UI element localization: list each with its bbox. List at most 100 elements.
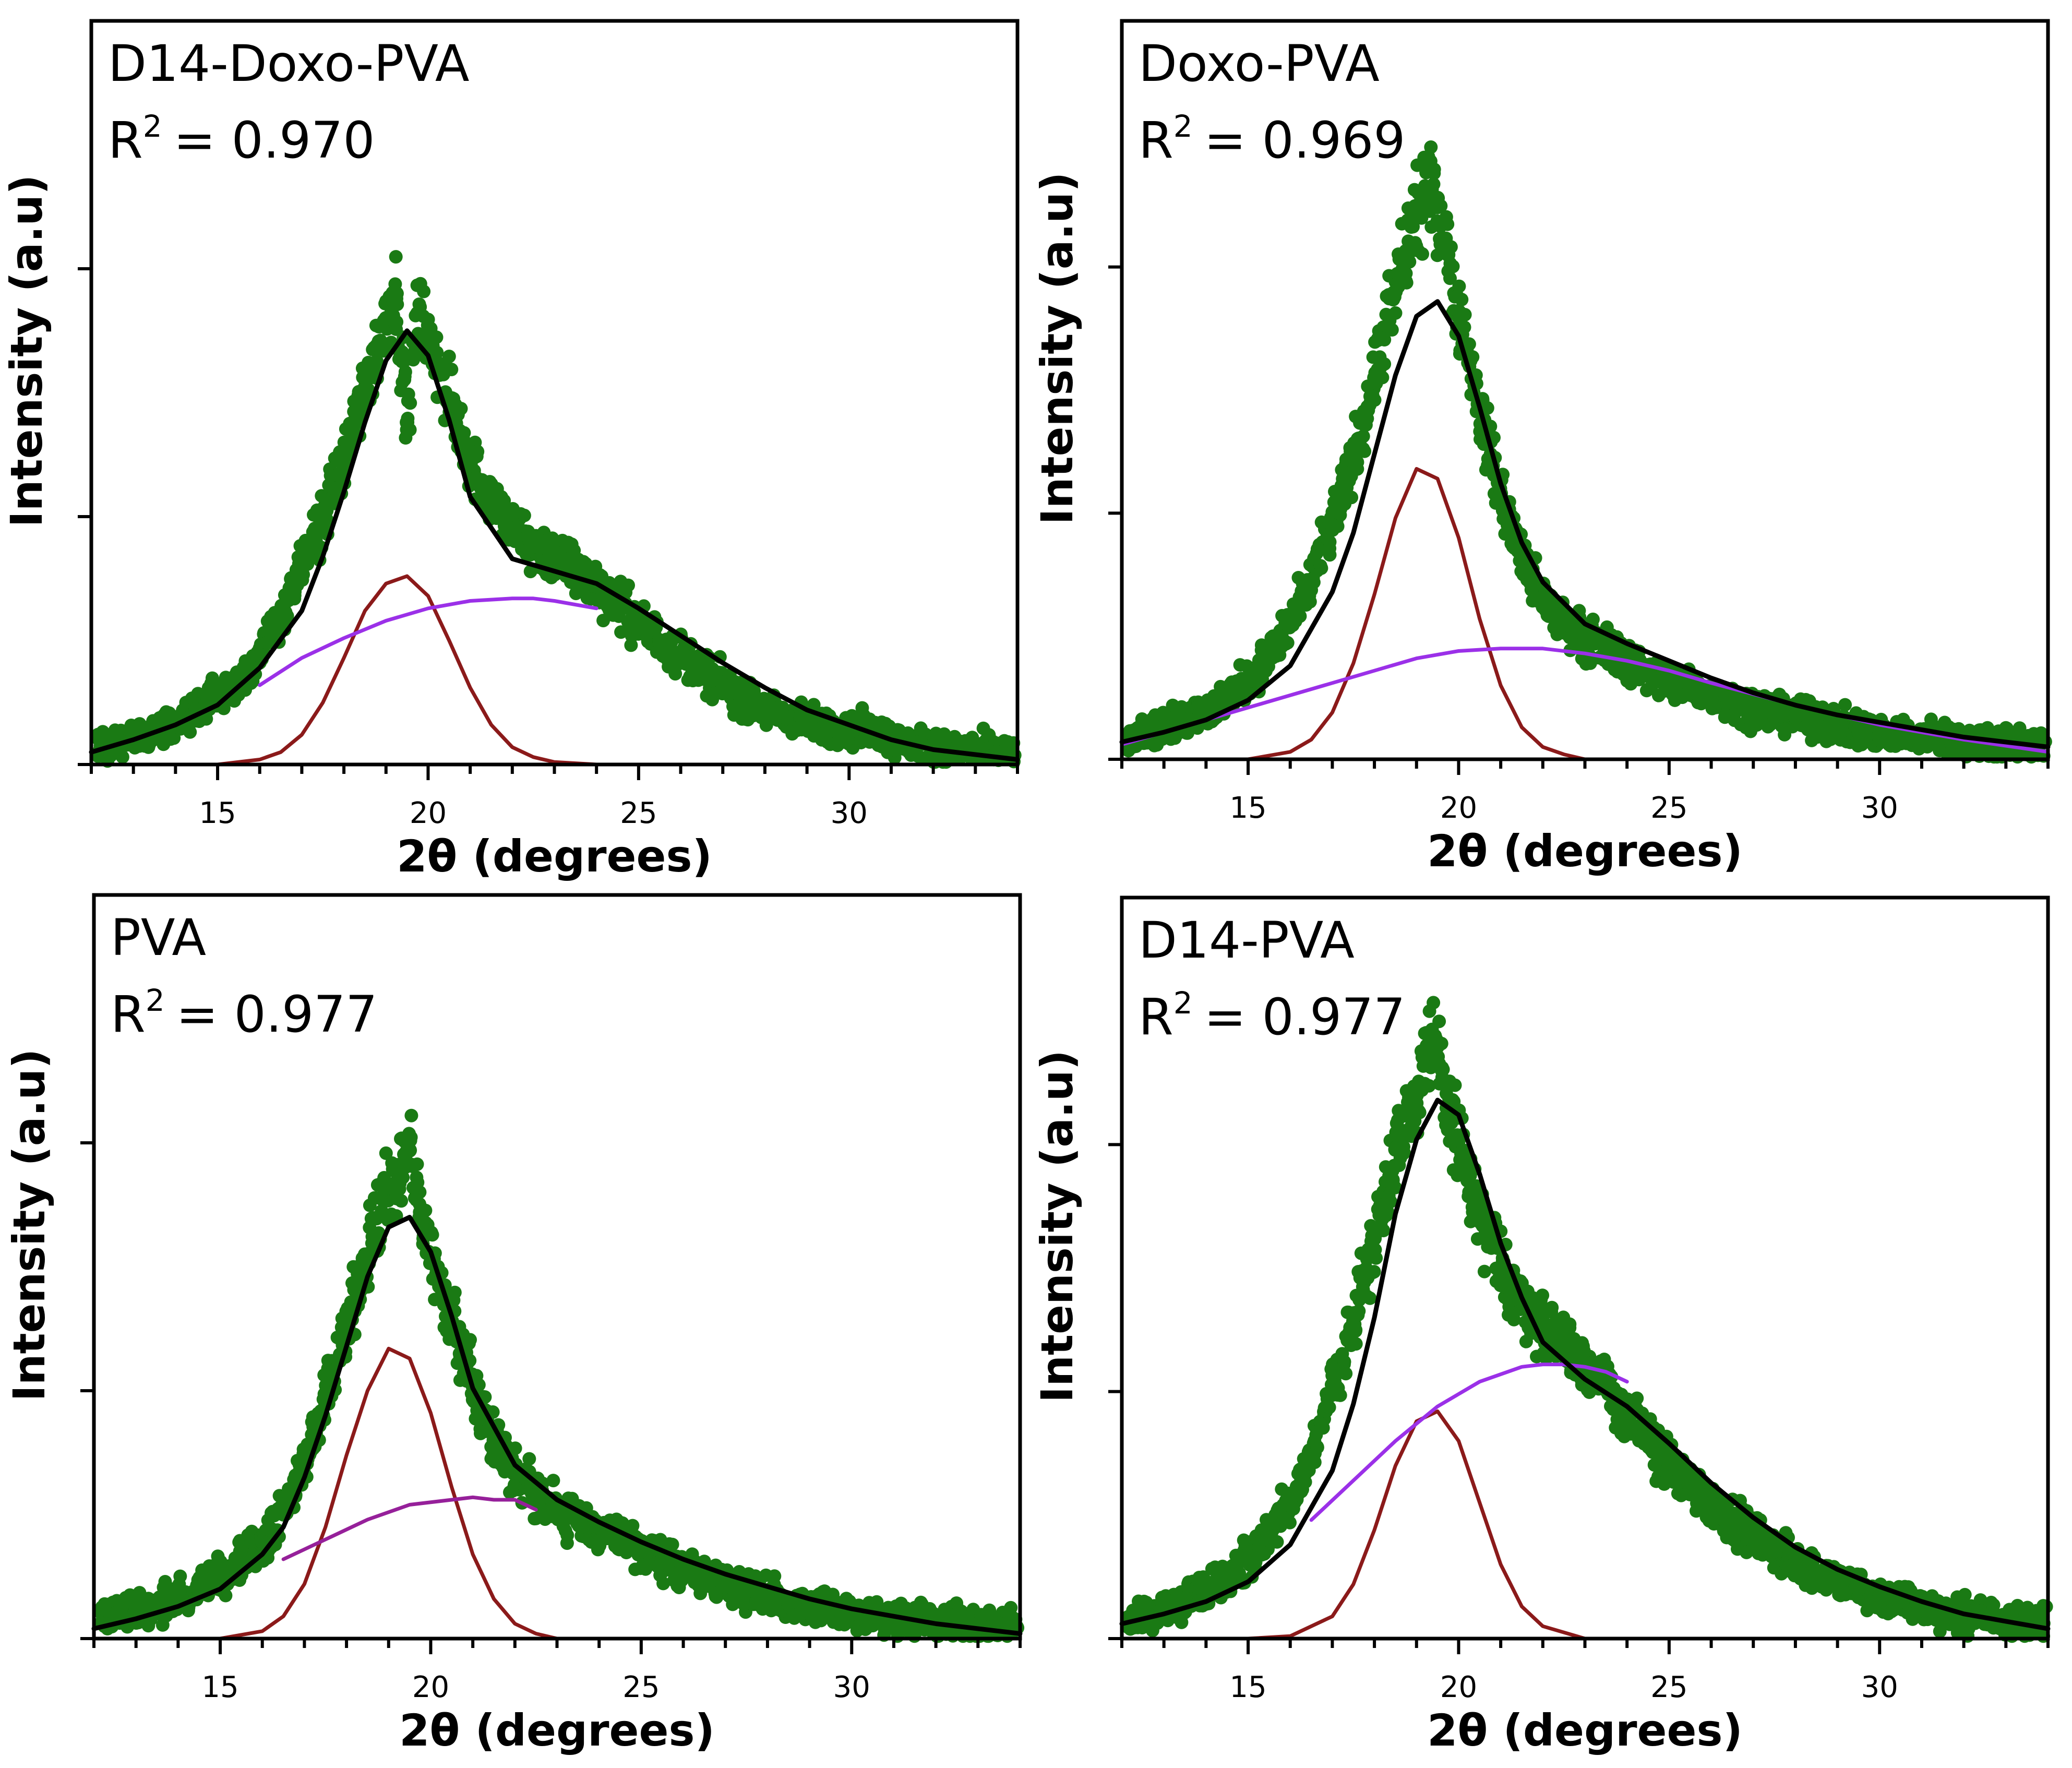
data-point [1466, 350, 1480, 364]
x-tick-label: 25 [1650, 791, 1687, 825]
panel-title: Doxo-PVA [1139, 34, 1380, 93]
data-point [389, 286, 404, 301]
data-points [91, 250, 1022, 769]
data-point [736, 692, 751, 708]
data-point [191, 1582, 207, 1596]
amorphous-halo-curve [281, 1495, 538, 1561]
data-point [1293, 609, 1307, 623]
data-point [389, 250, 403, 264]
x-tick-label: 15 [199, 796, 236, 830]
data-point [442, 350, 456, 363]
data-point [445, 363, 459, 376]
data-point [484, 494, 499, 509]
data-point [626, 1519, 640, 1533]
data-point [1661, 675, 1676, 690]
data-point [652, 633, 667, 648]
data-point [1388, 306, 1403, 320]
data-point [1535, 594, 1550, 610]
data-point [107, 1606, 123, 1621]
data-point [676, 1562, 691, 1576]
data-point [1219, 688, 1235, 703]
r2-value: = 0.970 [174, 111, 375, 170]
data-point [1427, 996, 1441, 1010]
data-point [378, 311, 393, 326]
data-point [1388, 1180, 1402, 1194]
data-point [398, 365, 412, 379]
data-point [1280, 636, 1295, 650]
data-point [718, 1579, 733, 1594]
data-point [1303, 595, 1317, 608]
data-point [1446, 259, 1460, 273]
r2-exponent: 2 [146, 983, 165, 1018]
data-point [463, 452, 478, 467]
data-point [421, 331, 436, 345]
panel-doxo-pva: 15 20 25 30 Doxo-PVA R2 = 0.969 2θ (degrees)… [1032, 19, 2052, 877]
panel-d14-doxo-pva: 15 20 25 30 D14-Doxo-PVA R2 = 0.970 2θ (degr… [1, 19, 1022, 882]
data-point [400, 415, 415, 430]
panel-title: D14-Doxo-PVA [108, 34, 470, 93]
data-point [656, 1576, 670, 1591]
data-point [1452, 279, 1466, 293]
data-point [430, 345, 444, 360]
data-point [779, 710, 794, 725]
data-point [547, 549, 562, 564]
tick-layer: 15 20 25 30 [1108, 265, 2050, 825]
data-point [546, 1474, 560, 1488]
r2-exponent: 2 [143, 109, 162, 144]
data-point [413, 1205, 428, 1220]
data-point [991, 1616, 1007, 1631]
data-point [1283, 1515, 1297, 1530]
data-point [1441, 247, 1456, 262]
data-point [1325, 518, 1340, 533]
y-axis-title: Intensity (a.u) [1032, 172, 1083, 524]
x-tick-label: 30 [831, 796, 868, 830]
data-point [1378, 333, 1392, 347]
data-point [522, 1452, 536, 1466]
data-point [526, 539, 541, 554]
data-point [1683, 680, 1698, 696]
data-point [781, 1596, 796, 1611]
data-point [1368, 393, 1382, 407]
x-axis-title: 2θ (degrees) [397, 831, 712, 882]
data-point [128, 1602, 143, 1616]
data-point [213, 1569, 227, 1584]
data-point [1388, 284, 1403, 299]
data-point [529, 1487, 544, 1502]
data-point [1367, 1265, 1381, 1279]
data-point [1304, 575, 1319, 590]
data-point [234, 1554, 249, 1569]
data-point [1403, 255, 1417, 269]
data-point [1830, 718, 1845, 732]
data-point [1363, 1291, 1377, 1305]
data-point [1368, 1243, 1382, 1257]
r2-symbol: R [111, 985, 146, 1044]
data-point [697, 1572, 712, 1586]
data-point [425, 1228, 439, 1242]
data-point [549, 1502, 565, 1517]
data-points [93, 1108, 1025, 1643]
data-point [402, 1143, 417, 1158]
data-point [1199, 702, 1214, 718]
data-point [1851, 722, 1866, 737]
fit-curve [91, 1215, 1023, 1636]
data-point [1358, 444, 1372, 458]
data-point [820, 720, 835, 735]
data-point [1412, 1104, 1426, 1118]
data-point [1345, 491, 1359, 505]
data-point [665, 1537, 679, 1551]
data-point [410, 306, 425, 321]
data-point [596, 614, 610, 628]
data-point [655, 1552, 670, 1567]
panel-title: PVA [111, 909, 206, 967]
r2-symbol: R [1139, 111, 1173, 170]
data-point [357, 380, 373, 395]
data-point [1448, 1078, 1462, 1092]
data-point [1323, 535, 1337, 549]
data-point [1337, 1355, 1351, 1369]
data-point [1262, 648, 1277, 663]
y-axis-title: Intensity (a.u) [1, 174, 52, 527]
data-point [294, 564, 309, 579]
data-point [1640, 665, 1656, 680]
data-point [1443, 271, 1457, 285]
r2-value: = 0.977 [176, 985, 378, 1044]
